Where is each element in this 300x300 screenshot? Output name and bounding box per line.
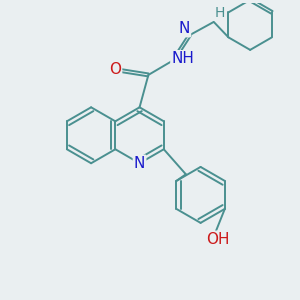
Text: H: H (214, 6, 225, 20)
Text: OH: OH (206, 232, 229, 247)
Text: NH: NH (171, 51, 194, 66)
Text: N: N (134, 156, 145, 171)
Text: N: N (178, 21, 190, 36)
Text: O: O (109, 61, 121, 76)
